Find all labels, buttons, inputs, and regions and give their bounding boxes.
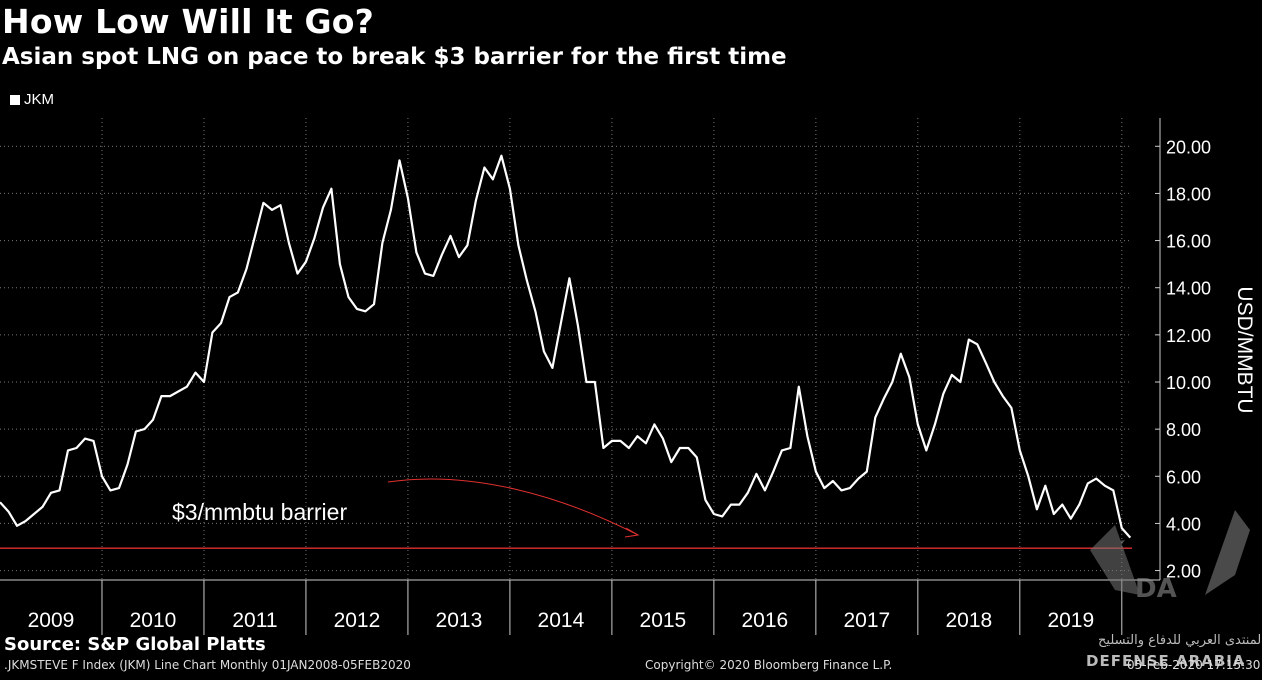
x-tick-label: 2014 [538,609,585,632]
x-tick-label: 2009 [28,609,75,632]
legend: JKM [10,91,54,108]
watermark-logo: DA [1085,505,1257,675]
chart-subtitle: Asian spot LNG on pace to break $3 barri… [2,44,787,70]
series-line-jkm [0,154,1132,539]
y-tick-label: 6.00 [1166,467,1201,487]
footer-timestamp: 05-Feb-2020 17:15:30 [1127,658,1261,672]
y-tick-label: 14.00 [1166,279,1211,299]
y-tick-label: 20.00 [1166,137,1211,157]
x-tick-label: 2019 [1047,609,1094,632]
watermark-arabic: المنتدى العربي للدفاع والتسليح [1098,633,1262,648]
annotation-arrowhead [624,527,640,538]
y-tick-label: 12.00 [1166,326,1211,346]
y-tick-label: 2.00 [1166,562,1201,582]
y-tick-label: 8.00 [1166,420,1201,440]
footer-copyright: Copyright© 2020 Bloomberg Finance L.P. [645,658,893,672]
footer-index-info: .JKMSTEVE F Index (JKM) Line Chart Month… [4,658,411,672]
x-tick-label: 2010 [130,609,177,632]
annotation-text: $3/mmbtu barrier [172,499,347,525]
watermark-letters: DA [1135,574,1177,604]
x-axis-labels: 2009 2010 2011 2012 2013 2014 2015 2016 2017 2018… [0,579,1160,635]
x-tick-label: 2015 [640,609,687,632]
y-axis: 2.00 4.00 6.00 8.00 10.00 12.00 14.00 16.00 18.0… [1155,118,1211,582]
y-axis-title: USD/MMBTU [1233,286,1256,413]
x-tick-label: 2017 [843,609,890,632]
y-tick-label: 18.00 [1166,184,1211,204]
x-tick-label: 2016 [742,609,789,632]
annotation-arrow [387,478,639,536]
legend-swatch [10,94,20,105]
x-tick-label: 2018 [945,609,992,632]
x-tick-label: 2012 [334,609,381,632]
y-tick-label: 16.00 [1166,232,1211,252]
legend-label: JKM [24,91,54,108]
chart-title: How Low Will It Go? [2,2,375,41]
watermark-english: DEFENSE ARABIA [1086,652,1246,670]
source-note: Source: S&P Global Platts [4,634,266,655]
gridlines [0,118,1132,580]
x-tick-label: 2011 [232,609,277,632]
y-tick-label: 4.00 [1166,514,1201,534]
y-tick-label: 10.00 [1166,373,1211,393]
x-tick-label: 2013 [436,609,483,632]
